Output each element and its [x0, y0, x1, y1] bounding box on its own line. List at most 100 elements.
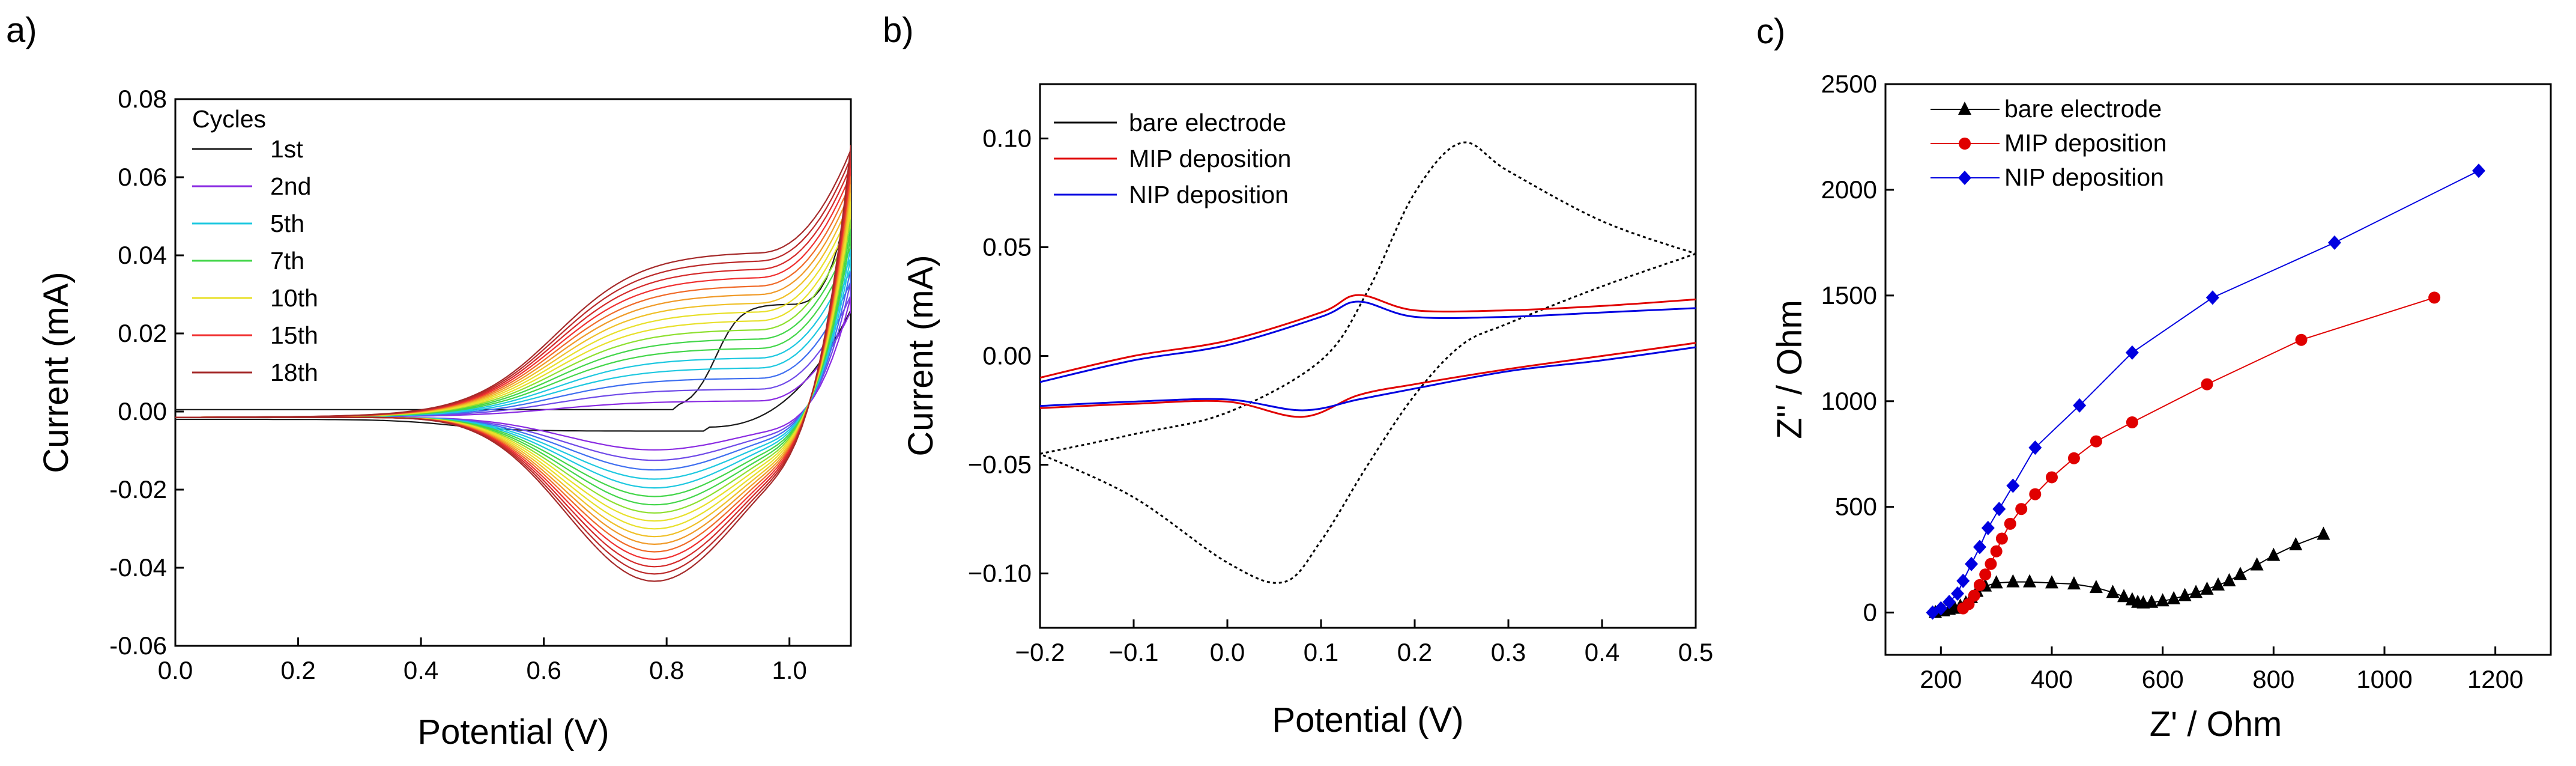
panel-a-ytick-label: 0.02 [118, 319, 167, 347]
panel-a-xtick-label: 0.0 [158, 656, 193, 684]
panel-c-marker [2206, 290, 2219, 305]
panel-b-xtick-label: 0.2 [1397, 638, 1432, 666]
panel-b-xtick-label: 0.0 [1210, 638, 1245, 666]
panel-c-marker [2006, 478, 2020, 493]
panel-c-xtick-label: 400 [2031, 665, 2073, 693]
panel-a-ytick-label: -0.04 [109, 553, 167, 582]
panel-a-ytick-label: 0.00 [118, 397, 167, 425]
panel-c-marker [2156, 593, 2169, 607]
panel-b-xtick-label: −0.1 [1109, 638, 1159, 666]
panel-a-ticks: 0.0 0.2 0.4 0.6 0.8 1.0 -0.06 -0.04 -0.02 0.00 0.0… [109, 85, 807, 684]
panel-a-frame [174, 98, 852, 647]
panel-c-xtick-label: 1200 [2467, 665, 2523, 693]
panel-c-marker [2189, 585, 2203, 598]
panel-c-marker [2106, 585, 2120, 598]
panel-c-ytick-label: 2000 [1821, 175, 1877, 204]
panel-c: c) 200 400 600 800 1000 120005001000150020002… [1756, 12, 2552, 744]
panel-a-legend-title: Cycles [192, 105, 266, 133]
panel-c-marker [2117, 589, 2131, 603]
panel-c-marker [1992, 502, 2006, 517]
panel-c-marker [2045, 575, 2058, 589]
panel-c-marker [1990, 545, 2003, 558]
panel-b-xtick-label: −0.2 [1015, 638, 1065, 666]
panel-c-marker [2023, 574, 2037, 588]
panel-c-marker [2006, 574, 2020, 588]
panel-c-marker [2222, 573, 2236, 586]
panel-c-ytick-label: 500 [1835, 493, 1877, 521]
panel-c-marker [1973, 579, 1986, 591]
panel-a-xtick-label: 0.6 [526, 656, 561, 684]
panel-b-ytick-label: 0.00 [982, 342, 1032, 370]
panel-c-marker [2212, 577, 2225, 591]
panel-c-marker [2015, 503, 2028, 515]
panel-b-xtick-label: 0.5 [1678, 638, 1713, 666]
panel-c-marker [2178, 588, 2192, 601]
panel-a-xtick-label: 1.0 [772, 656, 807, 684]
panel-a-ytick-label: 0.04 [118, 241, 167, 269]
panel-c-marker [1943, 595, 1956, 610]
panel-a-legend-label: 5th [270, 210, 304, 237]
panel-c-xtick-label: 1000 [2356, 665, 2412, 693]
panel-c-marker [1956, 573, 1970, 588]
panel-a-legend-label: 2nd [270, 172, 311, 200]
panel-c-marker [2327, 235, 2341, 250]
panel-c-marker [2200, 581, 2214, 595]
panel-c-marker [2250, 557, 2264, 571]
panel-c-marker [2067, 576, 2081, 590]
panel-c-marker [2067, 452, 2080, 464]
panel-c-marker [2073, 398, 2087, 413]
panel-c-ytick-label: 0 [1863, 598, 1877, 627]
panel-a-legend-label: 15th [270, 321, 318, 349]
panel-b: b) −0.2 −0.1 0.0 0.1 0.2 0.3 0.4 0.5 −0.10 −0.05 0… [883, 11, 1713, 740]
panel-b-ticks: −0.2 −0.1 0.0 0.1 0.2 0.3 0.4 0.5 −0.10 −0.05 0.00… [968, 124, 1713, 667]
panel-c-legend: bare electrode MIP deposition NIP depositi… [1930, 95, 2166, 191]
panel-c-marker [1958, 171, 1971, 185]
panel-c-marker [2028, 440, 2042, 455]
panel-b-legend-label: bare electrode [1129, 109, 1286, 136]
panel-a-ytick-label: -0.06 [109, 631, 167, 660]
panel-b-xlabel: Potential (V) [1272, 701, 1463, 740]
panel-a-cycle-curve [175, 145, 851, 582]
panel-c-marker [2295, 333, 2308, 346]
panel-c-marker [2004, 517, 2016, 530]
panel-c-marker [1962, 598, 1975, 610]
panel-c-marker [2126, 416, 2138, 428]
panel-b-series-curve [1039, 141, 1696, 455]
panel-c-marker [1958, 102, 1971, 115]
panel-b-ytick-label: −0.10 [968, 559, 1032, 588]
panel-a-xtick-label: 0.2 [280, 656, 315, 684]
panel-b-ytick-label: −0.05 [968, 451, 1032, 479]
panel-a-xtick-label: 0.8 [649, 656, 684, 684]
panel-c-marker [2046, 471, 2058, 484]
panel-a-xtick-label: 0.4 [404, 656, 438, 684]
panel-c-legend-label: NIP deposition [2004, 163, 2164, 191]
panel-c-marker [2233, 567, 2247, 580]
panel-c-marker [1965, 556, 1979, 571]
panel-c-marker [1981, 520, 1995, 535]
panel-c-marker [2267, 547, 2281, 561]
panel-a-ytick-label: 0.08 [118, 85, 167, 113]
panel-a-legend-label: 18th [270, 359, 318, 386]
panel-c-marker [1959, 138, 1971, 150]
panel-c-marker [2089, 580, 2103, 594]
panel-b-legend-label: MIP deposition [1129, 145, 1291, 172]
panel-a-xlabel: Potential (V) [417, 713, 609, 752]
panel-a-ytick-label: -0.02 [109, 475, 167, 503]
panel-c-marker [2428, 291, 2441, 304]
panel-b-xtick-label: 0.4 [1585, 638, 1619, 666]
panel-c-marker [2167, 591, 2181, 604]
panel-b-curves [1039, 141, 1696, 584]
panel-a-curves [175, 145, 851, 582]
panel-c-ytick-label: 2500 [1821, 70, 1877, 98]
panel-c-legend-label: MIP deposition [2004, 129, 2166, 157]
panel-c-marker [1934, 601, 1948, 616]
panel-a: a) 0.0 0.2 0.4 0.6 0.8 1.0 -0.06 -0.04 -0.02 0.00… [6, 11, 852, 752]
panel-c-marker [2289, 537, 2303, 551]
panel-b-xtick-label: 0.3 [1491, 638, 1526, 666]
panel-c-marker [2145, 594, 2159, 608]
panel-c-curves [1926, 163, 2485, 620]
panel-c-marker [1951, 586, 1965, 601]
panel-c-xlabel: Z' / Ohm [2150, 705, 2282, 744]
panel-c-frame [1884, 83, 2552, 656]
